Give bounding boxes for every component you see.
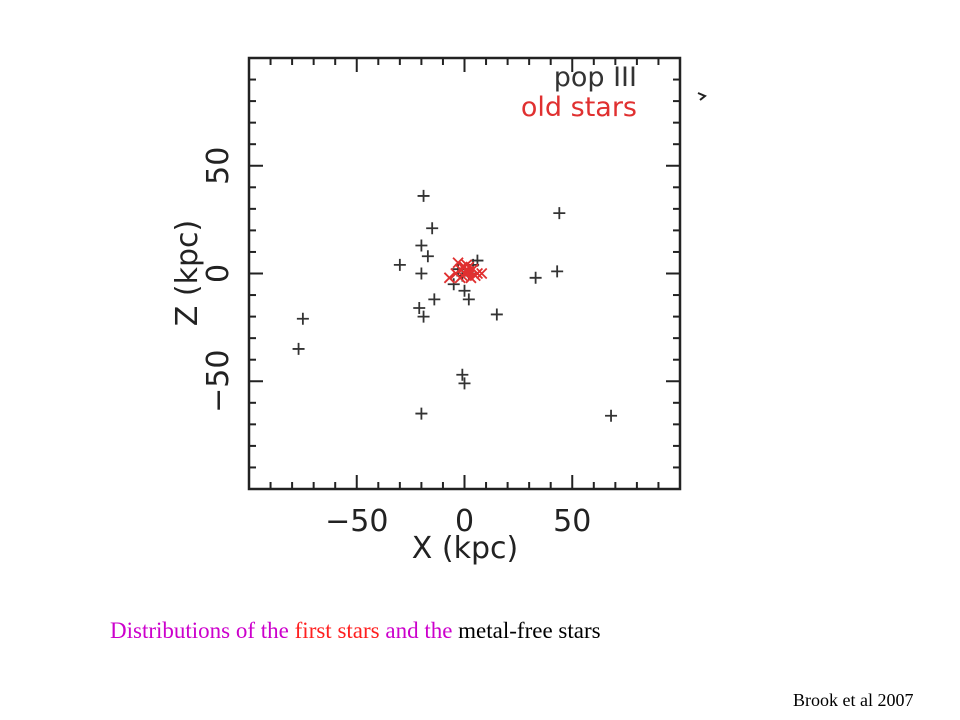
x-tick-label: 50 [553,504,591,539]
x-tick-label: 0 [455,504,474,539]
pop-iii-point [417,310,430,323]
y-tick-labels: −50 0 50 [201,147,236,413]
figure-caption: Distributions of the first stars and the… [110,618,601,644]
pop-iii-point [292,342,305,355]
pop-iii-point [456,368,469,381]
axis-ticks [249,58,680,489]
pop-iii-point [421,250,434,263]
pop-iii-point [551,265,564,278]
pop-iii-point [428,293,441,306]
old-star-point [469,270,481,282]
pop-iii-point [413,301,426,314]
pop-iii-point [415,267,428,280]
source-credit: Brook et al 2007 [793,690,914,710]
pop-iii-point [415,239,428,252]
scatter-plot: −50 0 50 −50 0 50 X (kpc) Z (kpc) pop III ol… [170,56,707,566]
pop-iii-point [553,207,566,220]
x-tick-labels: −50 0 50 [325,504,591,539]
y-tick-label: 50 [201,147,236,185]
caption-segment: metal-free stars [458,618,601,643]
caption-segment: first stars [294,618,380,643]
pop-iii-point [458,284,471,297]
pop-iii-point [415,407,428,420]
pop-iii-point [490,308,503,321]
pop-iii-point [417,189,430,202]
pop-iii-point [426,222,439,235]
legend-old-stars: old stars [521,92,637,123]
pop-iii-point [529,271,542,284]
caption-segment: and the [379,618,459,643]
y-tick-label: −50 [201,350,236,413]
pop-iii-point [458,377,471,390]
pop-iii-point [462,293,475,306]
pop-iii-point [393,258,406,271]
x-axis-label: X (kpc) [412,531,518,566]
old-star-point [456,261,468,273]
pop-iii-point [447,278,460,291]
old-star-point [476,267,488,280]
pop-iii-point [296,312,309,325]
pop-iii-point [605,409,618,422]
x-tick-label: −50 [325,504,388,539]
stray-mark [697,92,707,101]
data-points [292,189,618,422]
y-axis-label: Z (kpc) [170,220,205,326]
caption-segment: Distributions of the [110,618,295,643]
old-star-point [443,272,456,284]
y-tick-label: 0 [201,264,236,283]
legend-pop-iii: pop III [554,62,637,93]
